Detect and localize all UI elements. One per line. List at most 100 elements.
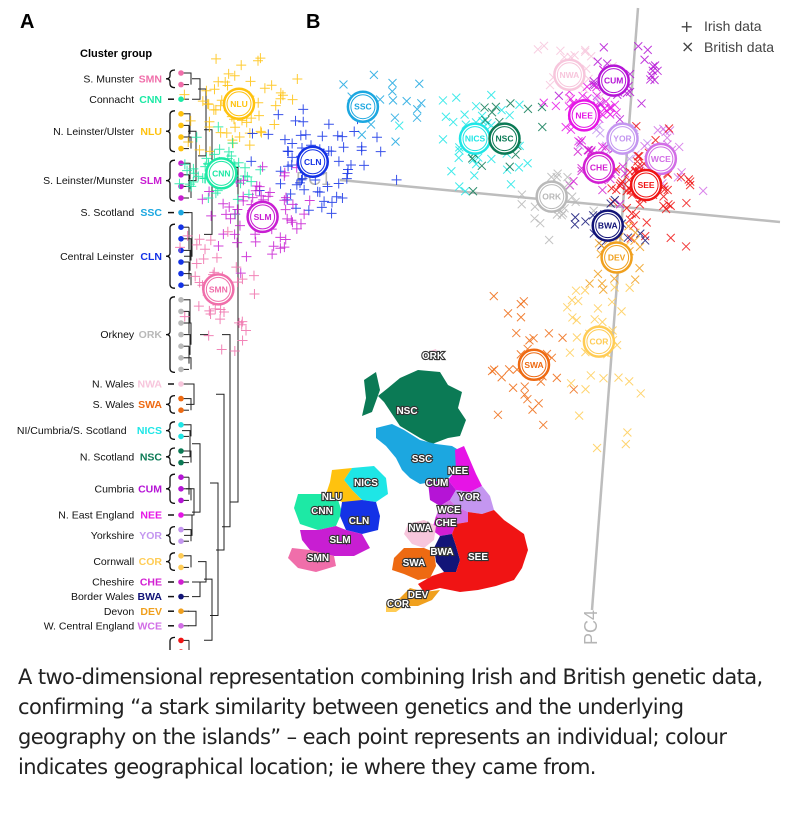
point-british-nee <box>551 101 561 111</box>
group-name: S. Scotland <box>80 207 134 219</box>
point-irish-cln <box>319 196 330 207</box>
point-british-nsc <box>537 122 547 132</box>
dendro-join <box>189 555 192 568</box>
point-british-che <box>573 147 583 156</box>
point-british-nee <box>603 107 612 116</box>
centroid-bwa: BWA <box>591 209 624 242</box>
dendro-group-cln: CLN Central Leinster <box>60 223 192 289</box>
centroid-label: YOR <box>613 134 631 144</box>
point-british-ork <box>563 172 572 182</box>
point-irish-smn <box>190 271 201 282</box>
centroid-inner-ring <box>601 68 627 94</box>
point-irish-slm <box>206 210 217 221</box>
centroid-ring <box>597 64 630 97</box>
point-british-dev <box>624 221 633 231</box>
centroid-label: DEV <box>608 253 626 263</box>
point-british-nwa <box>545 80 555 90</box>
group-brace <box>165 552 176 572</box>
group-name: N. Leinster/Ulster <box>53 126 135 138</box>
point-irish-slm <box>280 192 291 203</box>
map-region-nwa <box>404 520 436 548</box>
point-irish-nlu <box>194 144 205 155</box>
point-irish-nlu <box>222 80 233 91</box>
group-code: CLN <box>140 251 162 263</box>
map-region-nsc <box>362 370 466 444</box>
point-british-see <box>685 177 695 186</box>
map-region-che <box>432 516 456 536</box>
group-code: COR <box>139 556 163 568</box>
centroid-inner-ring <box>633 172 659 198</box>
point-irish-slm <box>291 223 302 234</box>
point-british-nsc <box>487 107 497 117</box>
leaf-dot <box>178 407 184 414</box>
leaf-dot <box>178 172 184 178</box>
leaf-dot <box>178 224 184 230</box>
point-irish-slm <box>250 236 261 247</box>
point-british-see <box>685 180 695 190</box>
point-irish-cnn <box>191 132 202 143</box>
point-british-dev <box>630 275 640 284</box>
point-british-see <box>622 203 632 213</box>
point-british-see <box>616 179 626 188</box>
point-irish-cnn <box>182 165 193 176</box>
point-british-bwa <box>570 213 580 222</box>
dendro-join <box>189 357 192 370</box>
leaf-dot <box>178 297 184 303</box>
centroid-label: WCE <box>651 154 671 164</box>
point-british-see <box>676 172 686 182</box>
point-irish-cnn <box>232 194 243 205</box>
point-british-cum <box>615 114 625 124</box>
point-irish-smn <box>203 330 214 341</box>
point-irish-cln <box>333 156 344 167</box>
point-irish-slm <box>229 229 240 240</box>
figure-caption: A two-dimensional representation combini… <box>18 665 763 779</box>
centroid-label: CLN <box>304 157 321 167</box>
centroid-cln: CLN <box>296 145 329 179</box>
group-brace <box>165 447 176 467</box>
point-british-ork <box>547 172 556 182</box>
point-british-nee <box>561 122 571 132</box>
point-british-wce <box>674 142 684 152</box>
point-british-nsc <box>506 99 515 108</box>
point-irish-nlu <box>236 60 247 71</box>
point-irish-slm <box>218 229 229 240</box>
centroid-ring <box>553 58 586 92</box>
map-region-nlu <box>326 468 362 506</box>
point-british-swa <box>525 336 534 345</box>
leaf-dot <box>178 355 184 361</box>
point-british-nee <box>577 135 587 145</box>
map-region-cor <box>386 598 404 612</box>
point-british-nics <box>460 110 469 120</box>
cluster-group-title: Cluster group <box>80 48 152 60</box>
point-irish-nlu <box>253 55 264 66</box>
point-irish-smn <box>193 301 204 312</box>
map-label-cnn: CNN <box>311 506 333 517</box>
dendro-join <box>189 249 191 271</box>
point-british-bwa <box>570 220 580 229</box>
point-irish-smn <box>179 311 190 322</box>
point-british-nwa <box>564 93 574 103</box>
centroid-nlu: NLU <box>222 87 256 121</box>
point-irish-nlu <box>266 80 277 91</box>
group-code: DEV <box>140 606 162 618</box>
point-british-see <box>607 184 616 193</box>
group-name: Devon <box>104 606 135 618</box>
group-brace <box>165 223 176 289</box>
point-irish-cln <box>359 160 370 171</box>
point-british-cor <box>566 378 576 388</box>
leaf-dot <box>178 308 184 315</box>
centroid-ring <box>517 348 551 382</box>
dendro-group-nsc: NSC N. Scotland <box>80 447 192 467</box>
group-code: SMN <box>139 73 162 85</box>
point-irish-slm <box>299 209 310 220</box>
point-british-wce <box>698 186 708 196</box>
point-irish-smn <box>182 230 193 241</box>
centroid-label: SEE <box>638 180 655 190</box>
point-irish-cln <box>341 173 352 184</box>
point-british-cor <box>572 315 582 325</box>
leaf-dot <box>178 96 184 102</box>
point-british-see <box>659 192 668 201</box>
group-name: N. East England <box>58 510 134 522</box>
dendro-join <box>189 299 191 323</box>
centroid-ssc: SSC <box>346 90 380 123</box>
